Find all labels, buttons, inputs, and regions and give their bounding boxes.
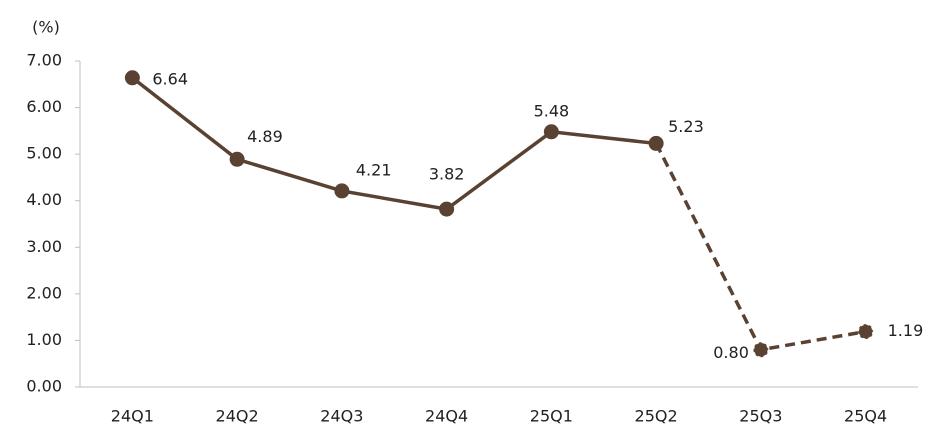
y-unit-label: (%) xyxy=(32,18,60,37)
y-tick-label: 6.00 xyxy=(26,97,62,116)
data-label: 6.64 xyxy=(152,69,188,88)
data-label: 4.21 xyxy=(356,160,392,179)
y-tick-label: 0.00 xyxy=(26,377,62,396)
data-label: 5.23 xyxy=(668,117,704,136)
y-tick-label: 7.00 xyxy=(26,51,62,70)
point xyxy=(439,201,455,217)
y-tick-label: 1.00 xyxy=(26,330,62,349)
projected-line xyxy=(654,142,866,352)
line xyxy=(131,76,657,211)
data-label: 0.80 xyxy=(713,343,749,362)
x-tick-label: 24Q3 xyxy=(320,407,363,426)
point xyxy=(648,135,664,151)
point xyxy=(229,151,245,167)
x-tick-label: 25Q1 xyxy=(530,407,573,426)
x-tick-label: 24Q1 xyxy=(111,407,154,426)
point xyxy=(334,183,350,199)
point xyxy=(124,70,140,86)
y-tick-label: 3.00 xyxy=(26,237,62,256)
x-tick-label: 25Q4 xyxy=(844,407,887,426)
x-tick-label: 24Q4 xyxy=(425,407,468,426)
data-label: 5.48 xyxy=(534,101,570,120)
y-tick-label: 2.00 xyxy=(26,283,62,302)
data-label: 1.19 xyxy=(888,321,924,340)
point xyxy=(857,323,874,340)
y-tick-label: 4.00 xyxy=(26,190,62,209)
x-tick-label: 24Q2 xyxy=(216,407,259,426)
point xyxy=(543,124,559,140)
x-tick-label: 25Q3 xyxy=(739,407,782,426)
point xyxy=(752,341,770,358)
data-label: 3.82 xyxy=(429,165,465,184)
y-tick-label: 5.00 xyxy=(26,144,62,163)
data-label: 4.89 xyxy=(247,127,283,146)
x-tick-label: 25Q2 xyxy=(635,407,678,426)
